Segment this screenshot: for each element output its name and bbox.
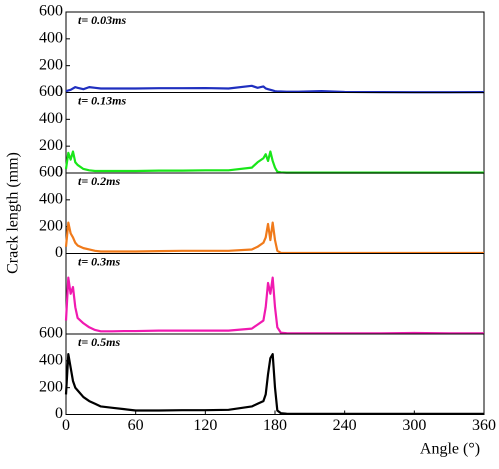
annotation: t= 0.03ms: [78, 13, 127, 27]
x-tick-label: 120: [193, 417, 217, 434]
y-tick-label: 200: [39, 217, 63, 234]
y-tick-label: 200: [39, 378, 63, 395]
annotation: t= 0.3ms: [78, 254, 121, 268]
x-tick-label: 360: [472, 417, 496, 434]
x-tick-label: 60: [128, 417, 144, 434]
y-tick-label: 600: [39, 164, 63, 181]
plot-frame: [65, 92, 485, 174]
x-tick-label: 180: [263, 417, 287, 434]
annotation: t= 0.2ms: [78, 174, 121, 188]
annotation: t= 0.13ms: [78, 93, 127, 107]
y-tick-label: 400: [39, 352, 63, 369]
y-tick-label: 200: [39, 137, 63, 154]
data-line: [65, 84, 485, 94]
data-line: [64, 276, 484, 335]
annotation: t= 0.5ms: [78, 335, 121, 349]
x-tick-label: 300: [402, 417, 426, 434]
y-tick-label: 400: [39, 30, 63, 47]
y-tick-label: 600: [39, 3, 63, 20]
y-tick-label: 400: [39, 191, 63, 208]
plot-frame: [65, 11, 485, 93]
x-tick-label: 240: [333, 417, 357, 434]
y-tick-label: 0: [55, 244, 63, 261]
y-tick-label: 600: [39, 83, 63, 100]
x-tick-label: 0: [62, 417, 70, 434]
y-tick-label: 200: [39, 56, 63, 73]
data-line: [64, 150, 484, 174]
y-axis-label: Crack length (mm): [5, 152, 22, 274]
y-tick-label: 0: [55, 83, 63, 100]
data-line: [64, 353, 484, 415]
y-tick-label: 0: [55, 164, 63, 181]
x-axis-label: Angle (°): [420, 441, 480, 458]
y-tick-label: 0: [55, 405, 63, 422]
y-tick-label: 400: [39, 110, 63, 127]
y-tick-label: 600: [39, 325, 63, 342]
data-line: [64, 221, 484, 255]
